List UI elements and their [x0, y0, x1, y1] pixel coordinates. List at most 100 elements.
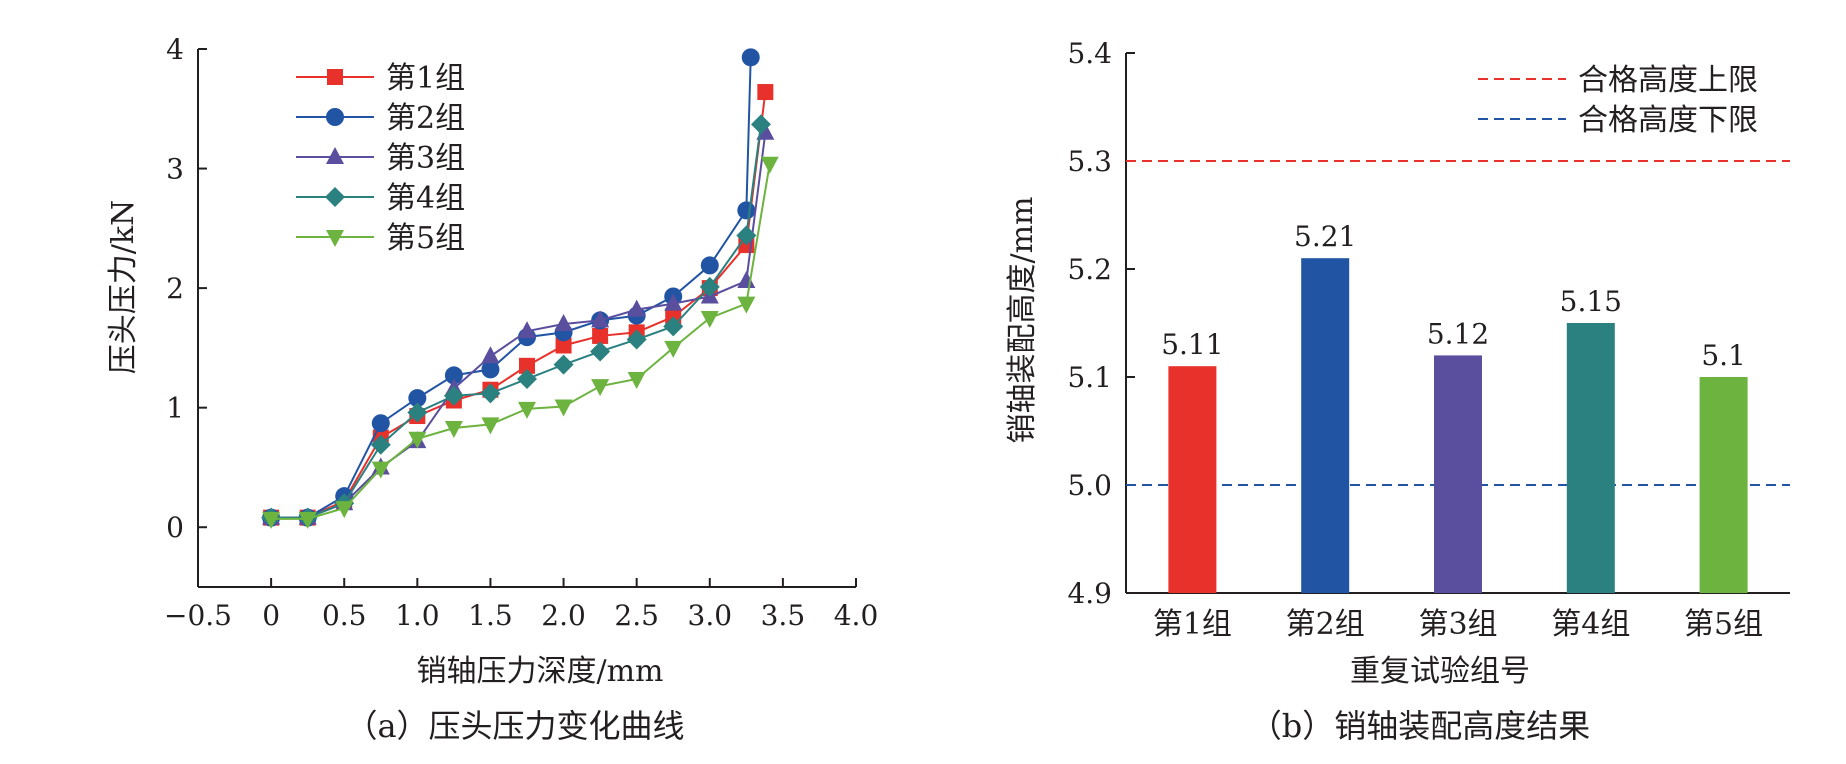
panel-b-y-tick-label: 5.4	[1067, 37, 1112, 70]
panel-b-x-tick-label: 第4组	[1551, 607, 1630, 642]
series-2-point	[408, 389, 427, 408]
legend-label-ref-1: 合格高度上限	[1578, 63, 1758, 98]
series-2-point	[481, 360, 500, 379]
panel-a-x-tick-label: −0.5	[164, 599, 232, 632]
panel-a-x-axis-label: 销轴压力深度/mm	[416, 654, 663, 689]
panel-b-y-tick-label: 5.1	[1067, 361, 1112, 394]
legend-marker-1	[327, 69, 343, 85]
series-5-point	[371, 461, 390, 479]
series-2-point	[737, 201, 756, 220]
series-5-point	[262, 511, 281, 529]
series-1-point	[592, 327, 609, 344]
legend-label-3: 第3组	[386, 141, 465, 176]
series-3-point	[554, 313, 573, 331]
panel-a-y-tick-label: 2	[166, 272, 184, 305]
series-5-point	[408, 431, 427, 449]
series-line-2	[271, 57, 752, 519]
series-4-point	[699, 276, 720, 297]
series-1-point	[555, 337, 572, 354]
series-3-point	[737, 270, 756, 288]
panel-b-y-tick-label: 4.9	[1067, 577, 1112, 610]
panel-b-bars: 5.11 5.21 5.12 5.15 5.1	[1161, 220, 1748, 593]
panel-b-caption: （b）销轴装配高度结果	[1250, 707, 1591, 745]
series-line-4	[271, 124, 762, 519]
series-3-point	[756, 122, 775, 140]
series-4-point	[553, 354, 574, 375]
series-1-point	[519, 357, 535, 374]
series-4-point	[663, 316, 684, 337]
bar-3	[1434, 355, 1482, 593]
bar-2	[1301, 258, 1350, 593]
panel-a-y-tick-label: 3	[166, 153, 184, 186]
panel-b-x-axis-label: 重复试验组号	[1350, 654, 1530, 689]
bar-1	[1168, 366, 1217, 593]
series-5-point	[591, 379, 610, 397]
series-4-point	[443, 385, 464, 406]
panel-a-y-tick-label: 0	[166, 511, 184, 544]
series-5-point	[481, 417, 500, 435]
legend-marker-4	[325, 187, 345, 207]
series-3-point	[518, 321, 536, 339]
panel-a-x-tick-label: 3.0	[688, 599, 733, 632]
panel-a-x-tick-label: 4.0	[834, 599, 879, 632]
series-5-point	[518, 401, 536, 419]
panel-a-x-tick-label: 3.5	[761, 599, 806, 632]
series-5-point	[298, 511, 317, 529]
series-2-point	[741, 48, 760, 67]
series-5-point	[554, 399, 573, 417]
series-2-point	[371, 414, 390, 433]
series-4-point	[407, 402, 428, 423]
series-4-point	[480, 383, 501, 404]
series-3-point	[591, 310, 610, 328]
panel-a-series	[261, 48, 779, 529]
bar-value-label-5: 5.1	[1701, 339, 1746, 372]
panel-a-x-tick-label: 1.0	[395, 599, 440, 632]
bar-value-label-2: 5.21	[1294, 220, 1356, 253]
series-5-point	[700, 311, 719, 328]
legend-label-ref-2: 合格高度下限	[1578, 103, 1758, 138]
series-4-point	[590, 341, 611, 362]
series-4-point	[626, 329, 647, 350]
series-5-point	[444, 420, 463, 438]
series-1-point	[757, 84, 774, 101]
series-2-point	[444, 366, 463, 385]
series-5-point	[335, 501, 354, 519]
series-5-point	[760, 156, 779, 174]
bar-4	[1566, 323, 1615, 593]
panel-b-y-axis-label: 销轴装配高度/mm	[1005, 196, 1040, 443]
panel-a-x-tick-label: 0	[262, 599, 280, 632]
panel-a-y-axis-label: 压头压力/kN	[106, 200, 141, 375]
bar-value-label-3: 5.12	[1427, 317, 1489, 350]
series-4-point	[736, 225, 757, 246]
panel-b-axes: 4.9 5.0 5.1 5.2 5.3 5.4 第1组 第2组 第3组 第4组 第5组	[1067, 37, 1790, 642]
series-line-3	[271, 132, 767, 519]
series-3-point	[481, 346, 500, 364]
panel-b-x-tick-label: 第5组	[1684, 607, 1763, 642]
panel-a-pressure-curves: −0.5 0 0.5 1.0 1.5 2.0 2.5 3.0 3.5 4.0 0 1 2 3 4 第1组第2…	[106, 33, 878, 745]
series-3-point	[627, 299, 646, 317]
series-4-point	[517, 368, 537, 389]
series-4-point	[750, 114, 771, 135]
panel-a-x-tick-label: 2.5	[614, 599, 659, 632]
panel-b-y-tick-label: 5.0	[1067, 469, 1112, 502]
panel-a-y-tick-label: 4	[166, 33, 184, 66]
legend-label-1: 第1组	[386, 61, 465, 96]
legend-marker-3	[326, 147, 344, 164]
series-5-point	[664, 340, 683, 358]
panel-b-y-tick-label: 5.3	[1067, 145, 1112, 178]
legend-label-2: 第2组	[386, 101, 465, 136]
legend-label-5: 第5组	[386, 221, 465, 256]
panel-a-x-tick-label: 0.5	[322, 599, 367, 632]
bar-value-label-1: 5.11	[1161, 328, 1223, 361]
panel-b-x-tick-label: 第2组	[1286, 607, 1365, 642]
panel-a-y-tick-label: 1	[166, 392, 184, 425]
series-5-point	[627, 371, 646, 389]
panel-b-reference-lines	[1126, 160, 1790, 486]
series-2-point	[700, 256, 719, 275]
panel-a-x-tick-label: 1.5	[468, 599, 513, 632]
panel-a-axes: −0.5 0 0.5 1.0 1.5 2.0 2.5 3.0 3.5 4.0 0 1 2 3 4	[164, 33, 878, 632]
bar-value-label-4: 5.15	[1560, 285, 1622, 318]
